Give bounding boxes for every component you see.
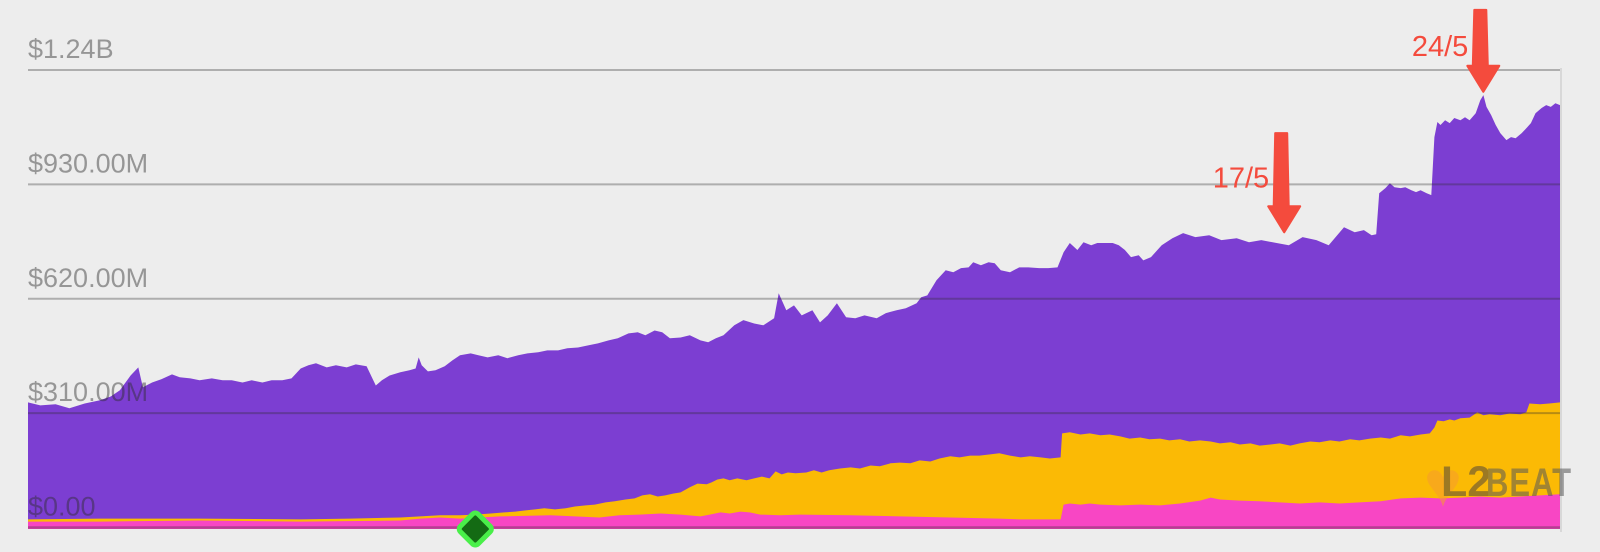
y-axis-tick-labels-group: $1.24B $930.00M $620.00M $310.00M $0.00 [28,34,148,522]
plot-right-edge [1560,68,1562,532]
date-annotations-group: 17/5 24/5 [1213,8,1501,234]
annotation-date-label: 24/5 [1412,31,1468,63]
milestone-diamond-marker[interactable] [456,510,494,548]
annotation-date-label: 17/5 [1213,162,1269,194]
area-layer-mid-yellow [28,402,1560,529]
y-axis-tick-label: $1.24B [28,34,114,64]
annotation-arrow-icon [1466,8,1501,93]
y-axis-tick-label: $310.00M [28,377,148,407]
area-layer-top-purple [28,95,1560,529]
area-layer-bottom-pink [28,494,1560,529]
annotation-arrow-icon [1267,132,1302,234]
y-axis-tick-label: $930.00M [28,148,148,178]
y-axis-tick-label: $620.00M [28,263,148,293]
area-series-group [28,95,1560,529]
gridlines-group [28,69,1560,529]
y-axis-tick-label: $0.00 [28,492,96,522]
milestone-diamond-shape [456,510,494,548]
milestone-marker-group[interactable] [456,510,494,548]
